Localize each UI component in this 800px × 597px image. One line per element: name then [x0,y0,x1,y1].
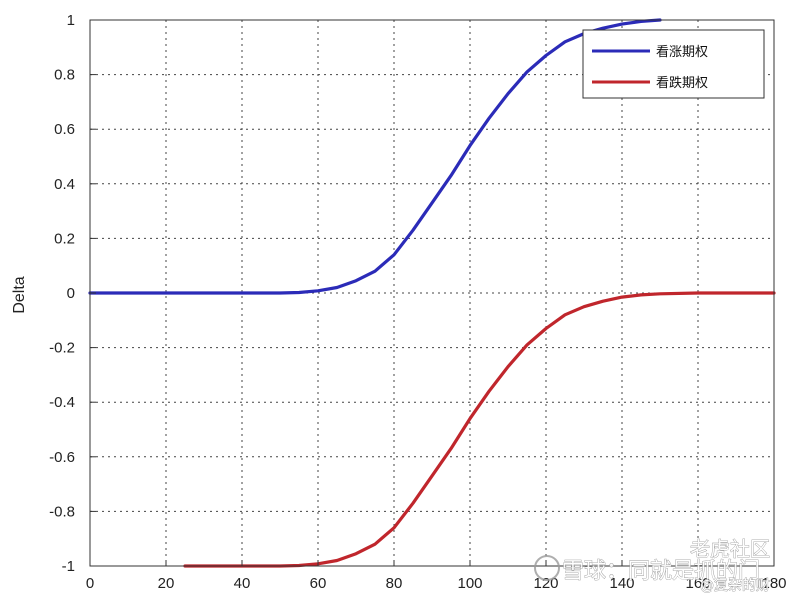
y-tick-label: 0.6 [54,121,75,138]
watermark-line3: @复杂的财 [700,577,770,594]
y-tick-label: 0.8 [54,67,75,84]
x-tick-label: 140 [609,575,634,592]
ticks: 0 20 40 60 80 100 120 140 160 18010.80.60.40.20-0… [49,12,786,592]
x-tick-label: 60 [310,575,327,592]
x-tick-label: 100 [457,575,482,592]
grid [90,20,774,566]
x-tick-label: 160 [685,575,710,592]
y-tick-label: -1 [62,558,75,575]
legend: 看涨期权 看跌期权 [582,29,765,99]
y-tick-label: -0.6 [49,449,75,466]
y-tick-label: -0.8 [49,503,75,520]
x-tick-label: 0 [86,575,94,592]
y-tick-label: 0.2 [54,230,75,247]
y-axis-label: Delta [11,276,28,313]
y-tick-label: 0 [67,285,75,302]
put-delta-line [183,291,776,568]
watermark: 雪球：同就是抓的门 老虎社区 @复杂的财 [534,537,770,594]
legend-label-call: 看涨期权 [656,44,708,60]
x-tick-label: 40 [234,575,251,592]
watermark-logo-icon [534,555,560,581]
watermark-line1: 雪球：同就是抓的门 [562,559,760,584]
y-tick-label: -0.2 [49,340,75,357]
y-tick-label: 1 [67,12,75,29]
legend-label-put: 看跌期权 [656,75,708,91]
watermark-line2: 老虎社区 [690,537,770,561]
y-tick-label: -0.4 [49,394,75,411]
legend-box [582,29,765,99]
x-tick-label: 80 [386,575,403,592]
x-tick-label: 20 [158,575,175,592]
y-tick-label: 0.4 [54,176,75,193]
x-tick-label: 180 [761,575,786,592]
